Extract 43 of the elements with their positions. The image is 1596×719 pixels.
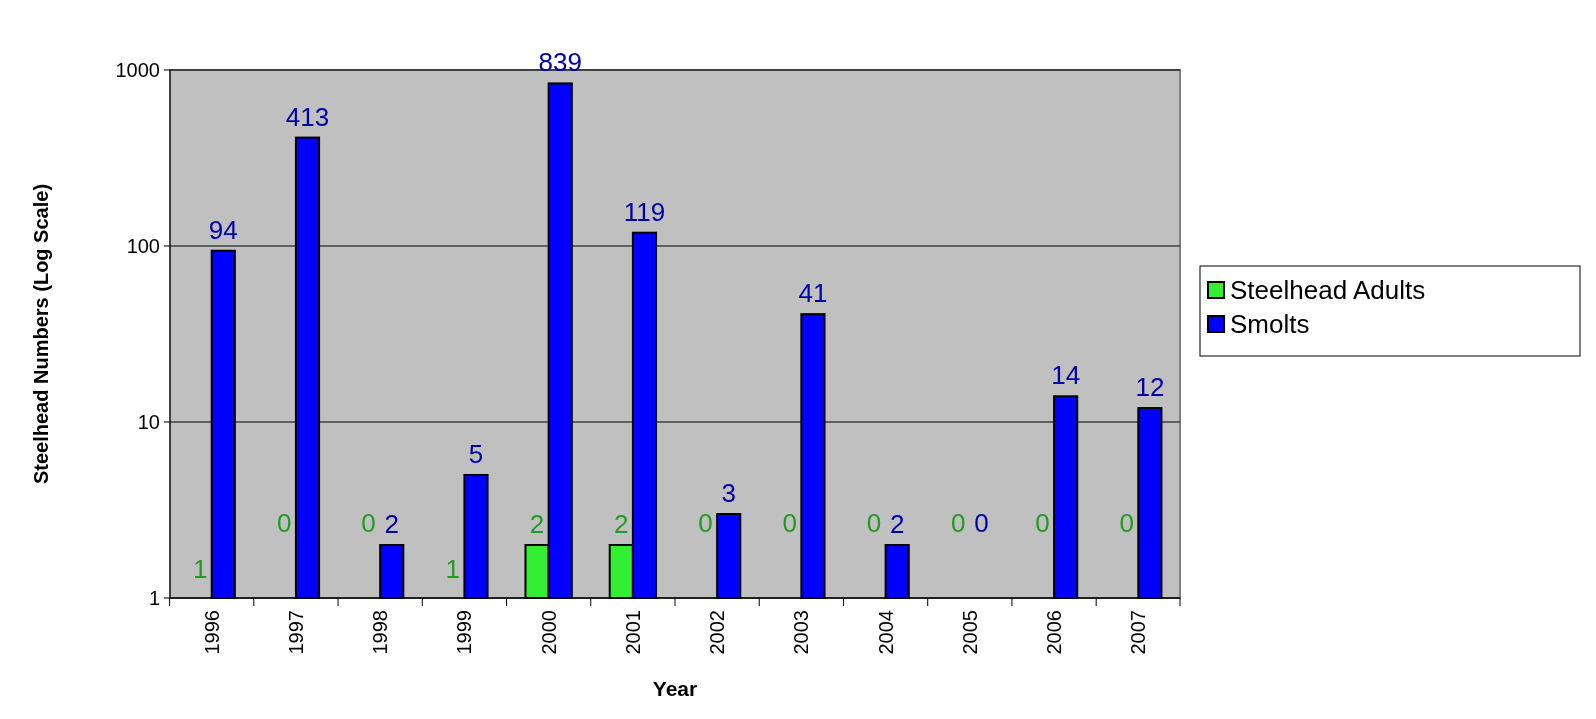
text: 0 (698, 508, 713, 538)
data-label: 2 (384, 509, 399, 540)
x-tick-label: 2007 (1127, 610, 1150, 655)
x-tick-label: 2003 (790, 610, 813, 655)
text: 0 (277, 508, 292, 538)
x-tick-label: 2000 (537, 610, 560, 655)
legend-label: Steelhead Adults (1230, 275, 1426, 306)
text: 0 (1119, 508, 1134, 538)
x-tick-label: 1999 (453, 610, 476, 655)
y-tick-label: 100 (126, 235, 160, 257)
y-axis-title: Steelhead Numbers (Log Scale) (30, 183, 52, 485)
text: 0 (974, 508, 989, 538)
x-tick-label: 2005 (958, 610, 981, 655)
text: 0 (782, 508, 798, 538)
data-label: 119 (623, 196, 666, 227)
x-tick-label: 2006 (1043, 610, 1066, 655)
data-label: 1 (192, 554, 208, 584)
text: 0 (866, 508, 882, 538)
data-label: 12 (1135, 372, 1165, 403)
data-label: 2 (614, 509, 629, 540)
data-label: 1 (445, 554, 461, 584)
x-axis-title: Year (652, 677, 698, 700)
data-label: 94 (208, 214, 238, 245)
x-tick-label: 1996 (200, 610, 223, 655)
text: 0 (1035, 508, 1050, 538)
data-label: 14 (1051, 360, 1081, 391)
y-tick-label: 10 (137, 411, 160, 433)
data-label: 3 (721, 478, 736, 509)
x-tick-label: 2002 (706, 610, 729, 655)
legend-label: Smolts (1230, 309, 1310, 340)
x-tick-label: 2004 (874, 610, 897, 655)
x-tick-label: 1997 (284, 610, 307, 655)
data-label: 2 (529, 509, 545, 540)
data-label: 413 (285, 101, 330, 132)
x-tick-label: 1998 (369, 610, 392, 655)
data-label: 5 (468, 438, 484, 469)
text: 0 (951, 508, 966, 538)
data-label: 41 (798, 278, 828, 309)
text: 0 (361, 508, 376, 538)
y-tick-label: 1 (148, 587, 160, 609)
x-tick-label: 2001 (621, 610, 644, 655)
y-tick-label: 1000 (115, 59, 160, 81)
data-label: 2 (889, 509, 905, 540)
